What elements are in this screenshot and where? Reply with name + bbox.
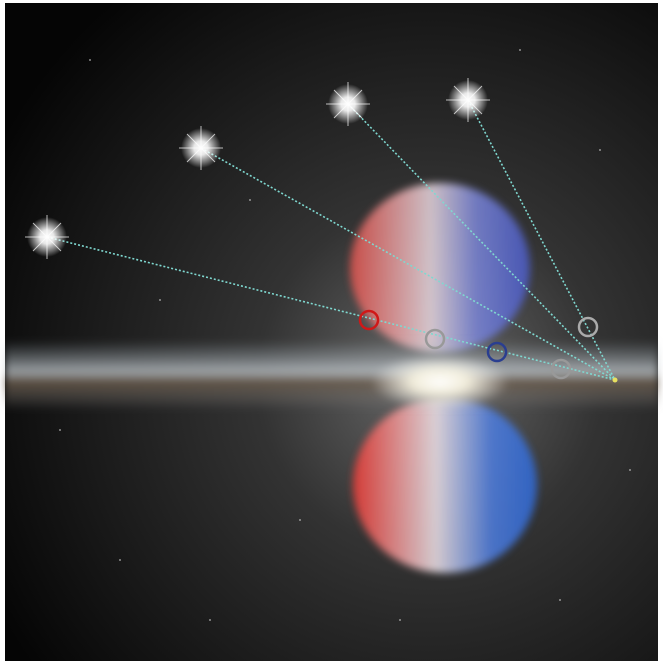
lower-bubble — [353, 397, 537, 573]
quasar — [25, 215, 69, 259]
quasar — [326, 82, 370, 126]
observer — [612, 377, 618, 383]
galactic-core — [370, 354, 510, 410]
sight-lines — [46, 99, 616, 381]
gray-marker — [550, 358, 572, 380]
galactic-disk — [5, 340, 658, 410]
background-stars — [59, 49, 631, 621]
absorption-markers — [358, 309, 599, 380]
sight-line — [467, 99, 616, 381]
sight-line — [46, 236, 616, 381]
sight-line — [347, 103, 616, 381]
red-marker — [358, 309, 380, 331]
quasars — [25, 78, 490, 259]
blue-marker — [486, 341, 508, 363]
quasar — [179, 126, 223, 170]
sight-line — [200, 147, 616, 381]
quasar — [446, 78, 490, 122]
gray-marker — [424, 328, 446, 350]
gray-marker — [577, 316, 599, 338]
upper-bubble — [350, 183, 530, 353]
